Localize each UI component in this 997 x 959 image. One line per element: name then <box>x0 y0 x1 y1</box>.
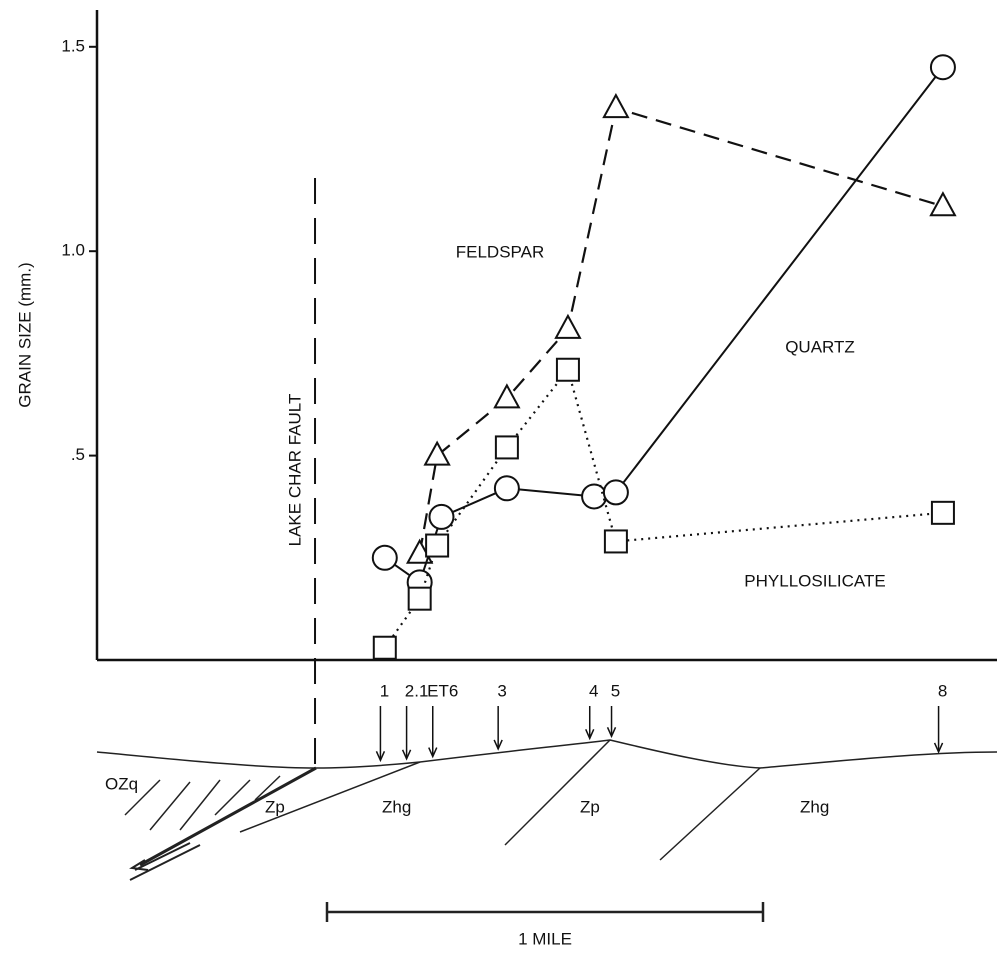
series-label: FELDSPAR <box>456 242 545 261</box>
marker <box>930 500 955 525</box>
y-tick-label: .5 <box>71 445 85 464</box>
station-arrowhead <box>375 750 386 763</box>
station-label: 8 <box>938 681 947 700</box>
scale-label: 1 MILE <box>518 929 572 948</box>
marker <box>929 191 957 217</box>
series-label: QUARTZ <box>785 337 855 356</box>
marker <box>494 435 519 460</box>
series-label: PHYLLOSILICATE <box>744 571 885 590</box>
slip-arrows <box>129 842 201 881</box>
station-arrowhead <box>428 747 438 759</box>
marker <box>371 544 398 571</box>
marker <box>602 93 630 119</box>
marker <box>493 383 521 409</box>
station-label: 5 <box>611 681 620 700</box>
marker <box>425 533 450 558</box>
unit-label: Zp <box>265 797 285 816</box>
y-axis-label: GRAIN SIZE (mm.) <box>15 262 34 407</box>
marker <box>493 475 520 502</box>
hatching <box>124 775 281 831</box>
marker <box>603 529 628 554</box>
marker <box>372 635 397 660</box>
contact-line <box>659 767 761 861</box>
station-label: 3 <box>497 681 506 700</box>
series-line <box>384 66 944 584</box>
station-label: 2.1 <box>405 681 429 700</box>
marker <box>554 313 582 339</box>
marker <box>555 357 580 382</box>
marker <box>428 503 455 530</box>
unit-label: Zp <box>580 797 600 816</box>
marker <box>581 483 608 510</box>
fault-label: LAKE CHAR FAULT <box>285 394 304 547</box>
marker <box>929 54 956 81</box>
station-label: ET6 <box>427 681 458 700</box>
fault-trace <box>139 766 317 867</box>
station-arrowhead <box>606 726 617 739</box>
marker <box>407 586 432 611</box>
y-tick-label: 1.5 <box>61 36 85 55</box>
contact-line <box>504 739 611 846</box>
station-arrowhead <box>933 742 944 754</box>
y-tick-label: 1.0 <box>61 241 85 260</box>
station-arrowhead <box>585 729 595 741</box>
unit-label: Zhg <box>382 797 411 816</box>
contact-line <box>239 761 421 833</box>
station-label: 4 <box>589 681 598 700</box>
station-arrowhead <box>401 749 412 761</box>
marker <box>423 440 451 466</box>
marker <box>602 479 629 506</box>
series-line <box>383 367 944 649</box>
ground-surface <box>96 739 997 769</box>
scale-bar <box>325 902 765 922</box>
unit-label: Zhg <box>800 797 829 816</box>
station-arrowhead <box>493 739 503 751</box>
unit-label: OZq <box>105 774 138 793</box>
series-line <box>418 106 944 554</box>
station-label: 1 <box>380 681 389 700</box>
